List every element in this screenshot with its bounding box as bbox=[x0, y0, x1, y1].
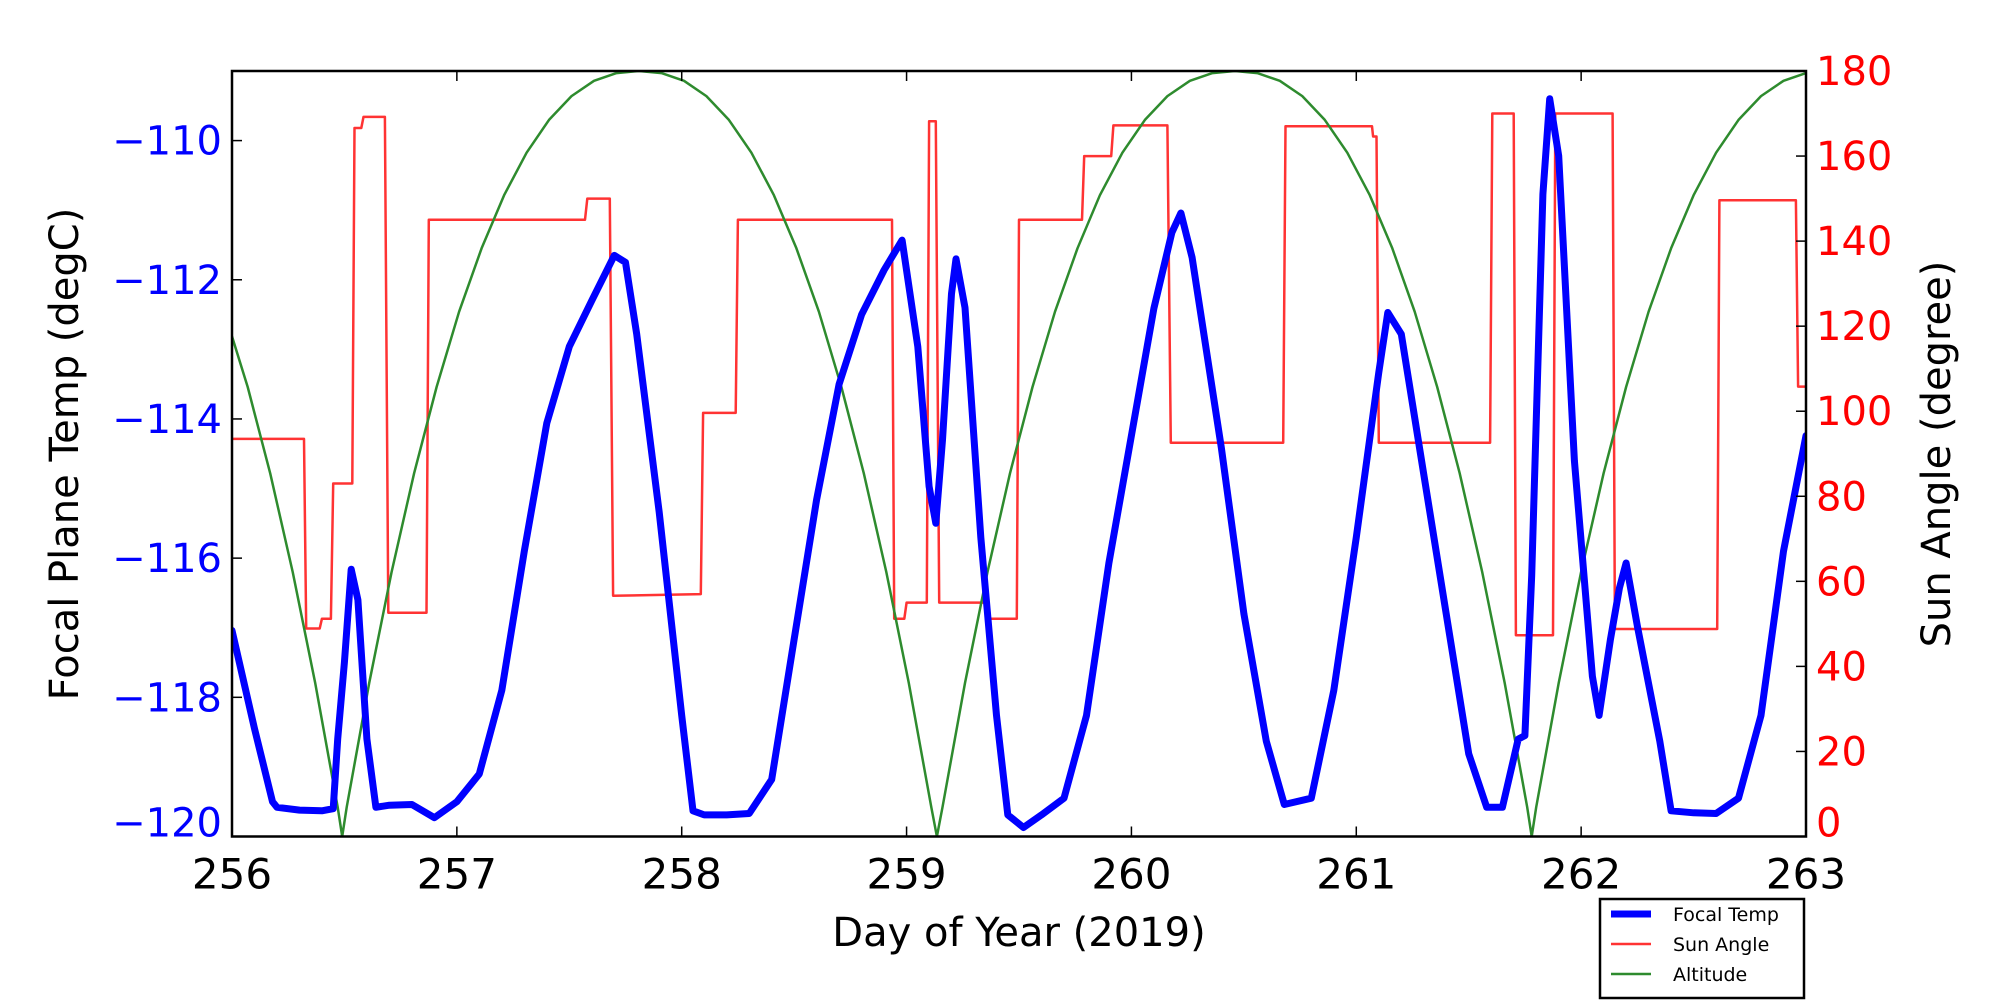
x-tick-label: 260 bbox=[1091, 850, 1171, 899]
right-tick-label: 40 bbox=[1816, 644, 1867, 690]
plot-frame bbox=[230, 69, 1808, 838]
x-tick-label: 257 bbox=[417, 850, 497, 899]
left-axis-label: Focal Plane Temp (degC) bbox=[42, 208, 88, 701]
series-line-sun-angle bbox=[232, 112, 1806, 637]
series-line-focal-temp bbox=[232, 95, 1806, 831]
legend-label-sun-angle: Sun Angle bbox=[1673, 934, 1769, 956]
x-tick-label: 262 bbox=[1541, 850, 1621, 899]
x-tick-label: 259 bbox=[866, 850, 946, 899]
series-layer bbox=[232, 71, 1806, 837]
left-tick-label: −120 bbox=[112, 801, 222, 847]
x-tick-label: 256 bbox=[192, 850, 272, 899]
series-line-altitude bbox=[232, 71, 1806, 837]
left-tick-label: −110 bbox=[112, 119, 222, 165]
right-tick-label: 20 bbox=[1816, 729, 1867, 775]
right-tick-label: 60 bbox=[1816, 559, 1867, 605]
left-tick-label: −116 bbox=[112, 536, 222, 582]
ticks-layer: 256 257 258 259 260 261 262 263 −120 −118 −116 −114… bbox=[112, 49, 1892, 899]
x-axis-label: Day of Year (2019) bbox=[832, 910, 1205, 956]
right-tick-label: 120 bbox=[1816, 304, 1892, 350]
legend: Focal Temp Sun Angle Altitude bbox=[1598, 897, 1806, 1000]
left-tick-label: −114 bbox=[112, 397, 222, 443]
legend-label-altitude: Altitude bbox=[1673, 964, 1747, 986]
right-tick-label: 100 bbox=[1816, 389, 1892, 435]
x-tick-label: 258 bbox=[642, 850, 722, 899]
left-tick-label: −118 bbox=[112, 675, 222, 721]
x-tick-label: 263 bbox=[1766, 850, 1846, 899]
right-tick-label: 180 bbox=[1816, 49, 1892, 95]
legend-label-focal-temp: Focal Temp bbox=[1673, 904, 1779, 926]
right-tick-label: 0 bbox=[1816, 801, 1841, 847]
right-axis-label: Sun Angle (degree) bbox=[1914, 261, 1960, 648]
left-tick-label: −112 bbox=[112, 258, 222, 304]
right-tick-label: 160 bbox=[1816, 134, 1892, 180]
right-tick-label: 140 bbox=[1816, 219, 1892, 265]
right-tick-label: 80 bbox=[1816, 474, 1867, 520]
x-tick-label: 261 bbox=[1316, 850, 1396, 899]
